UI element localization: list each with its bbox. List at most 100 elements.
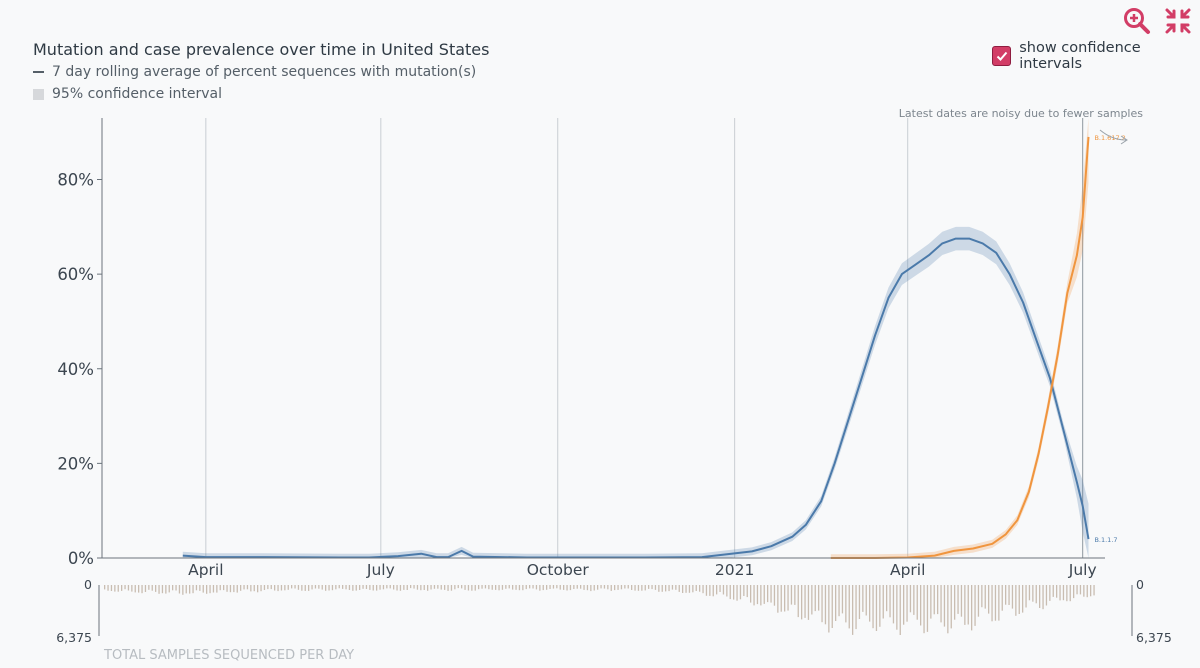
series-line	[182, 237, 1090, 559]
samples-bar	[767, 585, 769, 603]
samples-bar	[981, 585, 983, 608]
samples-bar	[202, 585, 204, 593]
samples-bar	[294, 585, 296, 589]
samples-bar	[858, 585, 861, 619]
samples-bar	[678, 585, 680, 592]
samples-bar	[756, 585, 759, 605]
series-lines	[182, 136, 1090, 559]
collapse-arrows-icon[interactable]	[1163, 6, 1193, 40]
samples-bar	[1052, 585, 1054, 597]
samples-bar	[899, 585, 901, 635]
samples-bar	[328, 585, 330, 591]
samples-bar	[875, 585, 878, 631]
samples-bar	[138, 585, 140, 593]
samples-bar	[1076, 585, 1078, 595]
samples-bar	[1011, 585, 1014, 609]
samples-bar	[478, 585, 480, 590]
samples-bar	[916, 585, 918, 620]
samples-bar	[627, 585, 629, 589]
samples-bar	[297, 585, 300, 590]
samples-bar	[661, 585, 663, 592]
samples-bar	[257, 585, 259, 593]
zoom-in-icon[interactable]	[1122, 6, 1152, 40]
samples-bar	[838, 585, 840, 617]
series-line	[830, 136, 1090, 559]
samples-bar	[338, 585, 340, 589]
samples-bar	[427, 585, 429, 591]
samples-bar	[610, 585, 612, 591]
samples-bar	[909, 585, 912, 613]
samples-bar	[852, 585, 854, 635]
axes	[97, 118, 1133, 636]
samples-bar	[546, 585, 548, 590]
samples-bar	[124, 585, 126, 590]
samples-bar	[797, 585, 799, 618]
samples-bar	[943, 585, 946, 627]
samples-bar	[926, 585, 929, 632]
samples-bar	[267, 585, 269, 590]
samples-bar	[182, 585, 184, 595]
samples-bar	[692, 585, 694, 593]
samples-bar	[284, 585, 286, 591]
annotation-arrowhead	[1120, 135, 1128, 145]
samples-bar	[331, 585, 334, 591]
samples-bar	[784, 585, 786, 612]
samples-bar	[491, 585, 493, 590]
confidence-interval-checkbox[interactable]	[992, 46, 1012, 66]
samples-bar	[498, 585, 500, 591]
samples-bar	[1005, 585, 1007, 605]
samples-bar	[117, 585, 119, 592]
samples-bar	[1008, 585, 1010, 605]
samples-bar	[430, 585, 432, 590]
samples-bar	[495, 585, 497, 590]
samples-bar	[991, 585, 993, 622]
samples-caption: TOTAL SAMPLES SEQUENCED PER DAY	[103, 648, 354, 663]
samples-bar	[920, 585, 922, 626]
samples-bar	[131, 585, 133, 592]
samples-bar	[695, 585, 697, 591]
samples-bar	[175, 585, 177, 591]
samples-bar	[801, 585, 803, 620]
samples-bar	[794, 585, 796, 605]
samples-bar	[923, 585, 925, 634]
samples-bar	[355, 585, 357, 591]
samples-bar	[121, 585, 123, 591]
samples-bar	[913, 585, 915, 615]
samples-bar	[416, 585, 419, 590]
samples-bar	[321, 585, 323, 590]
samples-bar	[141, 585, 143, 594]
samples-bar	[879, 585, 881, 627]
samples-bar	[1079, 585, 1082, 595]
legend-ci-label: 95% confidence interval	[52, 86, 223, 102]
samples-bar	[165, 585, 167, 594]
samples-bar	[420, 585, 422, 591]
samples-bar	[583, 585, 585, 590]
samples-bar	[947, 585, 949, 634]
samples-bar	[563, 585, 565, 590]
samples-bar	[957, 585, 959, 614]
samples-bar	[964, 585, 966, 625]
samples-bar	[682, 585, 684, 593]
samples-bar	[665, 585, 667, 592]
samples-bar	[219, 585, 221, 591]
samples-bar	[223, 585, 225, 591]
samples-bar	[352, 585, 354, 591]
samples-axis-label: 6,375	[1136, 630, 1172, 645]
samples-bar	[1090, 585, 1092, 597]
samples-bar	[444, 585, 446, 590]
samples-bar	[889, 585, 891, 618]
samples-bar	[512, 585, 514, 590]
samples-bar	[518, 585, 521, 591]
samples-bar	[396, 585, 398, 591]
samples-bar	[726, 585, 728, 597]
samples-bar	[287, 585, 289, 590]
samples-bar	[886, 585, 888, 612]
x-tick-label: April	[188, 561, 223, 579]
samples-bar	[722, 585, 725, 595]
samples-bar	[988, 585, 990, 614]
series-end-label: B.1.1.7	[1094, 536, 1117, 544]
confidence-interval-toggle[interactable]: show confidence intervals	[992, 40, 1200, 72]
samples-bar	[906, 585, 908, 622]
samples-bar	[474, 585, 476, 591]
samples-bar	[960, 585, 963, 617]
